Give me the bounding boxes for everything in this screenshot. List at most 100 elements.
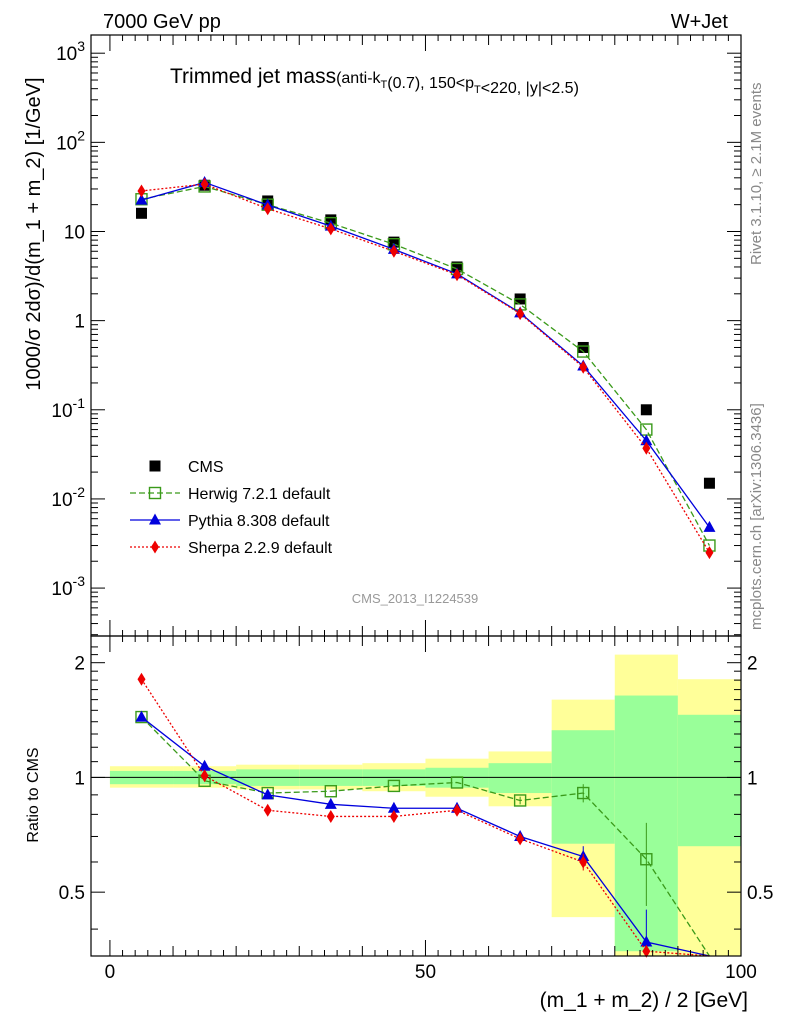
data-point-cms — [135, 207, 147, 219]
ratio-y-tick-label: 1 — [74, 768, 85, 789]
process-label: W+Jet — [671, 11, 729, 33]
data-point-sherpa — [705, 546, 714, 560]
legend-marker-sherpa — [151, 540, 159, 554]
legend-label-herwig: Herwig 7.2.1 default — [188, 486, 331, 503]
data-point-cms — [640, 404, 652, 416]
legend-marker-pythia — [149, 513, 161, 525]
tick-exponent: 2 — [77, 127, 85, 143]
ratio-point-sherpa — [453, 803, 462, 817]
data-point-pythia — [640, 434, 653, 446]
tick-base: 10 — [51, 490, 72, 511]
ratio-y-tick-label: 0.5 — [59, 883, 85, 904]
data-point-sherpa — [642, 441, 651, 455]
data-point-herwig — [577, 345, 590, 358]
ratio-y-tick-label-right: 0.5 — [747, 883, 773, 904]
main-y-tick-label: 10 — [64, 222, 85, 243]
ratio-band-layer — [109, 654, 741, 956]
ratio-point-pythia — [640, 935, 653, 947]
data-point-cms — [388, 236, 400, 248]
title-detail-part: T — [381, 79, 388, 91]
series-line-pythia — [141, 181, 710, 528]
ratio-point-pythia — [387, 801, 400, 813]
rivet-version-label: Rivet 3.1.10, ≥ 2.1M events — [748, 83, 765, 266]
data-point-cms — [577, 341, 589, 353]
legend-marker-herwig — [148, 486, 162, 500]
tick-base: 10 — [51, 579, 72, 600]
main-series-layer — [135, 175, 716, 560]
main-y-axis-label: 1000/σ 2dσ)/d(m_1 + m_2) [1/GeV] — [23, 77, 45, 390]
tick-base: 10 — [56, 133, 77, 154]
ratio-point-herwig — [513, 794, 527, 807]
x-tick-label: 100 — [725, 962, 757, 983]
data-point-cms — [703, 477, 715, 489]
data-point-sherpa — [579, 360, 588, 374]
ratio-point-pythia — [198, 759, 211, 771]
ratio-y-tick-label-right: 1 — [747, 768, 758, 789]
tick-exponent: -1 — [73, 395, 86, 411]
legend-label-cms: CMS — [188, 459, 224, 476]
plot-title-main: Trimmed jet mass — [170, 65, 336, 88]
ratio-point-sherpa — [137, 672, 146, 686]
tick-base: 10 — [51, 401, 72, 422]
ratio-band-inner — [488, 763, 552, 794]
legend: CMS Herwig 7.2.1 default Pythia 8.308 defa… — [130, 459, 333, 557]
ratio-point-sherpa — [389, 809, 398, 823]
data-point-pythia — [135, 193, 148, 205]
series-line-sherpa — [141, 183, 711, 553]
ratio-point-herwig — [387, 779, 401, 793]
ratio-point-pythia — [135, 710, 148, 722]
ratio-point-sherpa — [642, 944, 651, 958]
mcplots-label: mcplots.cern.ch [arXiv:1306.3436] — [748, 403, 765, 630]
ratio-point-sherpa — [326, 809, 335, 823]
main-y-tick-label: 1 — [74, 312, 85, 333]
analysis-tag: CMS_2013_I1224539 — [352, 591, 479, 606]
main-y-tick-label: 10-1 — [51, 395, 85, 422]
title-detail-part: T — [474, 84, 481, 96]
title-detail-part: <220, |y|<2.5) — [481, 80, 579, 97]
series-line-herwig — [141, 185, 711, 546]
ratio-y-tick-label: 2 — [74, 654, 85, 675]
ratio-point-pythia — [261, 788, 274, 800]
data-point-pythia — [703, 520, 716, 532]
data-point-sherpa — [516, 307, 525, 321]
legend-label-sherpa: Sherpa 2.2.9 default — [188, 540, 333, 557]
data-point-sherpa — [389, 244, 398, 258]
ratio-y-tick-label-right: 2 — [747, 654, 758, 675]
tick-exponent: -2 — [73, 484, 86, 500]
x-tick-label: 50 — [415, 962, 436, 983]
tick-exponent: 3 — [77, 38, 85, 54]
ratio-series-layer — [135, 672, 710, 958]
ratio-point-herwig — [450, 776, 464, 789]
main-y-tick-label: 103 — [56, 38, 85, 65]
legend-label-pythia: Pythia 8.308 default — [188, 513, 330, 530]
x-axis-label: (m_1 + m_2) / 2 [GeV] — [540, 989, 748, 1012]
data-point-sherpa — [453, 268, 462, 282]
energy-label: 7000 GeV pp — [103, 11, 221, 33]
data-point-sherpa — [263, 202, 272, 216]
ratio-point-pythia — [324, 797, 337, 809]
ratio-band-inner — [677, 714, 741, 847]
ratio-line-herwig — [141, 716, 710, 957]
main-y-tick-label: 102 — [56, 127, 85, 154]
tick-base: 10 — [56, 44, 77, 65]
data-point-cms — [451, 261, 463, 273]
ratio-line-pythia — [141, 716, 710, 957]
ratio-point-herwig — [640, 853, 653, 866]
ratio-y-axis-label: Ratio to CMS — [25, 747, 42, 842]
ratio-point-herwig — [324, 785, 338, 798]
tick-exponent: -3 — [73, 573, 86, 589]
data-point-sherpa — [137, 184, 146, 198]
ratio-plot-frame — [90, 635, 742, 957]
data-point-sherpa — [200, 177, 209, 191]
x-tick-label: 0 — [105, 962, 116, 983]
ratio-point-herwig — [577, 786, 590, 800]
plot-title: Trimmed jet mass(anti-kT(0.7), 150<pT<22… — [170, 65, 579, 97]
main-y-tick-label: 10-3 — [51, 573, 85, 600]
title-detail-part: (anti-k — [336, 70, 381, 87]
main-y-tick-label: 10-2 — [51, 484, 85, 511]
legend-marker-cms — [149, 460, 161, 472]
title-detail-part: (0.7), 150<p — [387, 75, 474, 92]
data-point-sherpa — [326, 222, 335, 236]
